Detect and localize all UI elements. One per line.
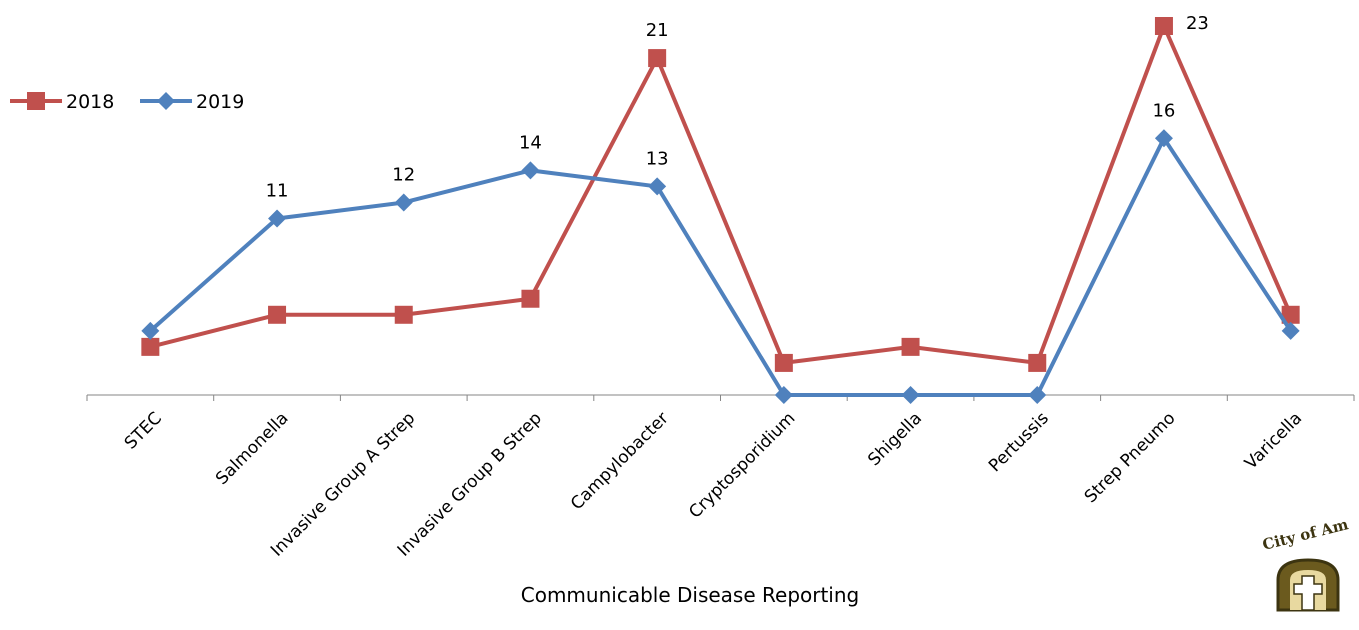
x-axis: [86, 394, 1355, 401]
legend-marker-2019: [157, 92, 175, 110]
data-point-2018: [1154, 17, 1173, 35]
x-tick-label: Cryptosporidium: [685, 408, 799, 522]
x-tick-label: Varicella: [1241, 408, 1306, 473]
city-logo: City of Am: [1261, 520, 1351, 612]
series-line-2019: [149, 136, 1293, 397]
x-tick-label: STEC: [121, 408, 166, 453]
data-point-2019: [774, 386, 793, 404]
data-point-2019: [521, 161, 540, 180]
x-tick-label: Invasive Group A Strep: [267, 408, 419, 560]
data-point-2019: [1281, 321, 1300, 340]
data-point-2018: [268, 305, 287, 324]
data-point-2019: [648, 177, 667, 196]
data-point-2018: [521, 289, 540, 308]
data-point-2018: [394, 305, 413, 324]
data-point-2019: [141, 321, 160, 340]
data-label: 14: [519, 132, 542, 153]
data-label: 23: [1186, 13, 1209, 34]
data-point-2018: [1281, 305, 1300, 324]
x-tick-label: Shigella: [864, 408, 926, 470]
x-tick-label: Invasive Group B Strep: [394, 408, 546, 560]
data-label: 21: [646, 20, 669, 41]
x-tick-label: Campylobacter: [567, 408, 673, 514]
data-point-2019: [1154, 129, 1173, 148]
legend: 2018 2019: [10, 91, 244, 113]
data-label: 13: [646, 148, 669, 169]
data-point-2019: [268, 209, 287, 228]
data-label: 11: [266, 181, 289, 202]
data-label: 12: [392, 164, 415, 185]
series-line-2018: [149, 24, 1293, 365]
chart-caption: Communicable Disease Reporting: [520, 583, 860, 607]
x-tick-label: Strep Pneumo: [1081, 408, 1180, 507]
data-point-2019: [394, 193, 413, 212]
data-point-2019: [1028, 386, 1047, 404]
data-label: 16: [1152, 100, 1175, 121]
x-tick-label: Pertussis: [985, 408, 1053, 476]
x-tick-label: Salmonella: [212, 408, 293, 489]
logo-text: City of Am: [1261, 520, 1351, 554]
legend-marker-2018: [27, 92, 45, 110]
data-point-2018: [141, 337, 160, 356]
data-point-2018: [901, 337, 920, 356]
data-point-2019: [901, 386, 920, 404]
legend-label-2018: 2018: [66, 91, 114, 113]
data-point-2018: [648, 49, 667, 68]
data-point-2018: [1028, 353, 1047, 372]
legend-label-2019: 2019: [196, 91, 244, 113]
data-point-2018: [774, 353, 793, 372]
series-lines: [141, 17, 1300, 404]
data-labels: 21 23 11 12 14 13 16: [266, 13, 1209, 202]
